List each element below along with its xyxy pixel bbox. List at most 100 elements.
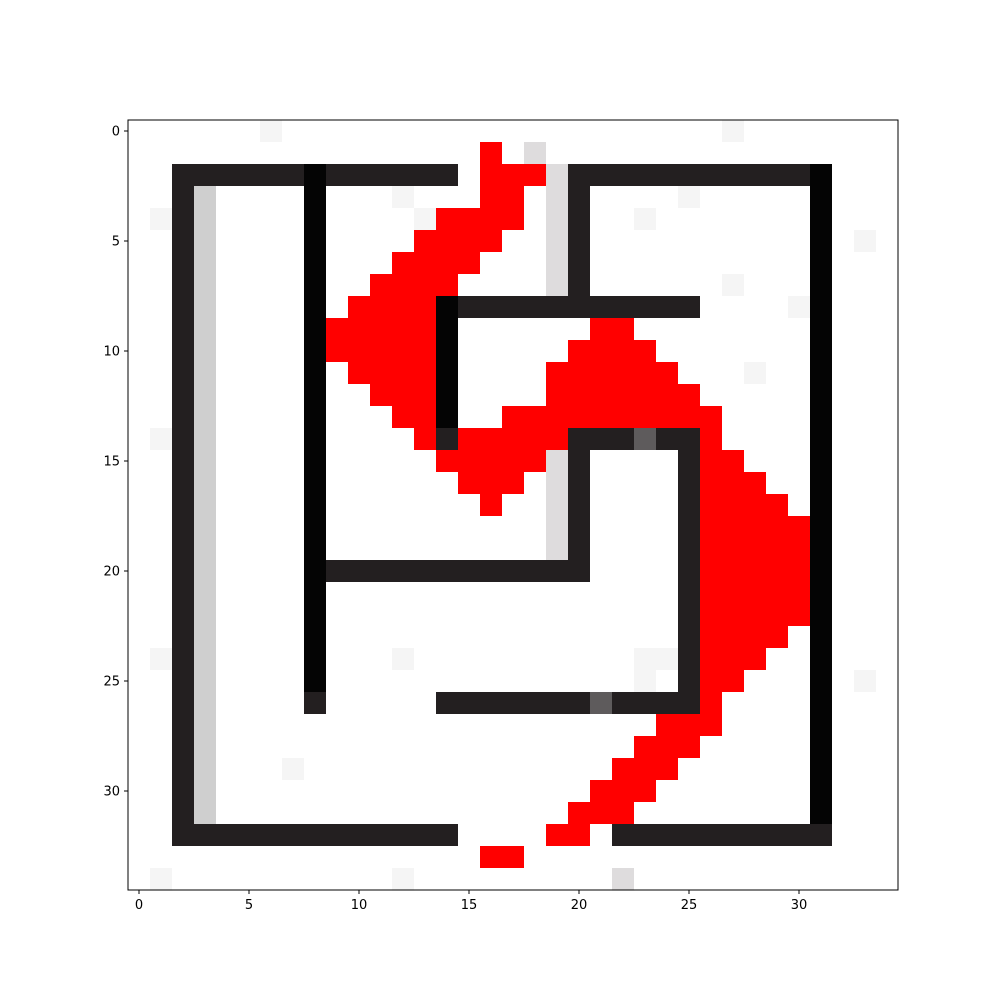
heatmap-cell — [370, 560, 393, 583]
heatmap-cell — [172, 296, 195, 319]
heatmap-cell — [876, 670, 899, 693]
heatmap-cell — [546, 208, 569, 231]
heatmap-cell — [480, 362, 503, 385]
heatmap-cell — [502, 780, 525, 803]
heatmap-cell — [304, 692, 327, 715]
heatmap-cell — [392, 824, 415, 847]
heatmap-cell — [876, 758, 899, 781]
heatmap-cell — [568, 428, 591, 451]
heatmap-cell — [392, 362, 415, 385]
y-tick-label: 30 — [103, 785, 120, 800]
heatmap-cell — [128, 560, 151, 583]
heatmap-cell — [458, 780, 481, 803]
heatmap-cell — [172, 538, 195, 561]
heatmap-cell — [392, 384, 415, 407]
heatmap-cell — [634, 296, 657, 319]
heatmap-cell — [326, 736, 349, 759]
heatmap-cell — [260, 758, 283, 781]
heatmap-cell — [612, 626, 635, 649]
heatmap-cell — [502, 846, 525, 869]
heatmap-cell — [348, 472, 371, 495]
heatmap-cell — [216, 450, 239, 473]
heatmap-cell — [524, 780, 547, 803]
heatmap-cell — [546, 714, 569, 737]
heatmap-cell — [656, 670, 679, 693]
heatmap-cell — [546, 868, 569, 891]
heatmap-cell — [172, 208, 195, 231]
heatmap-cell — [502, 120, 525, 143]
heatmap-cell — [568, 846, 591, 869]
heatmap-cell — [722, 450, 745, 473]
heatmap-cell — [700, 120, 723, 143]
heatmap-cell — [436, 758, 459, 781]
heatmap-cell — [150, 494, 173, 517]
heatmap-cell — [722, 362, 745, 385]
heatmap-cell — [282, 428, 305, 451]
heatmap-cell — [876, 516, 899, 539]
heatmap-cell — [634, 846, 657, 869]
heatmap-cell — [172, 626, 195, 649]
heatmap-cell — [810, 560, 833, 583]
heatmap-cell — [392, 868, 415, 891]
heatmap-cell — [876, 450, 899, 473]
heatmap-cell — [832, 670, 855, 693]
heatmap-cell — [678, 648, 701, 671]
heatmap-cell — [546, 780, 569, 803]
heatmap-cell — [634, 230, 657, 253]
heatmap-cell — [194, 560, 217, 583]
heatmap-cell — [634, 186, 657, 209]
heatmap-cell — [172, 252, 195, 275]
heatmap-cell — [194, 450, 217, 473]
heatmap-cell — [172, 384, 195, 407]
heatmap-cell — [304, 714, 327, 737]
heatmap-cell — [788, 692, 811, 715]
heatmap-cell — [854, 318, 877, 341]
heatmap-cell — [546, 560, 569, 583]
heatmap-cell — [128, 120, 151, 143]
heatmap-cell — [326, 692, 349, 715]
heatmap-cell — [392, 296, 415, 319]
heatmap-cell — [656, 846, 679, 869]
heatmap-cell — [766, 186, 789, 209]
heatmap-cell — [238, 296, 261, 319]
heatmap-cell — [700, 824, 723, 847]
heatmap-cell — [480, 846, 503, 869]
heatmap-cell — [414, 318, 437, 341]
y-tick-label: 5 — [112, 235, 120, 250]
heatmap-cell — [854, 428, 877, 451]
heatmap-cell — [348, 340, 371, 363]
heatmap-cell — [876, 494, 899, 517]
heatmap-cell — [766, 714, 789, 737]
heatmap-cell — [370, 142, 393, 165]
heatmap-cell — [744, 582, 767, 605]
heatmap-cell — [722, 252, 745, 275]
heatmap-cell — [150, 604, 173, 627]
heatmap-cell — [128, 274, 151, 297]
heatmap-cell — [436, 626, 459, 649]
heatmap-cell — [128, 362, 151, 385]
heatmap-cell — [216, 626, 239, 649]
heatmap-cell — [612, 538, 635, 561]
heatmap-cell — [744, 758, 767, 781]
heatmap-cell — [260, 318, 283, 341]
heatmap-cell — [458, 516, 481, 539]
heatmap-cell — [414, 472, 437, 495]
heatmap-cell — [634, 406, 657, 429]
heatmap-cell — [238, 604, 261, 627]
heatmap-cell — [502, 604, 525, 627]
heatmap-cell — [238, 802, 261, 825]
heatmap-cell — [392, 230, 415, 253]
heatmap-cell — [656, 142, 679, 165]
heatmap-cell — [568, 186, 591, 209]
heatmap-cell — [656, 868, 679, 891]
heatmap-cell — [876, 142, 899, 165]
heatmap-cell — [436, 428, 459, 451]
heatmap-cell — [128, 780, 151, 803]
heatmap-cell — [194, 274, 217, 297]
heatmap-cell — [590, 252, 613, 275]
heatmap-cell — [392, 604, 415, 627]
heatmap-cell — [524, 208, 547, 231]
heatmap-cell — [546, 472, 569, 495]
heatmap-cell — [766, 340, 789, 363]
heatmap-cell — [568, 714, 591, 737]
